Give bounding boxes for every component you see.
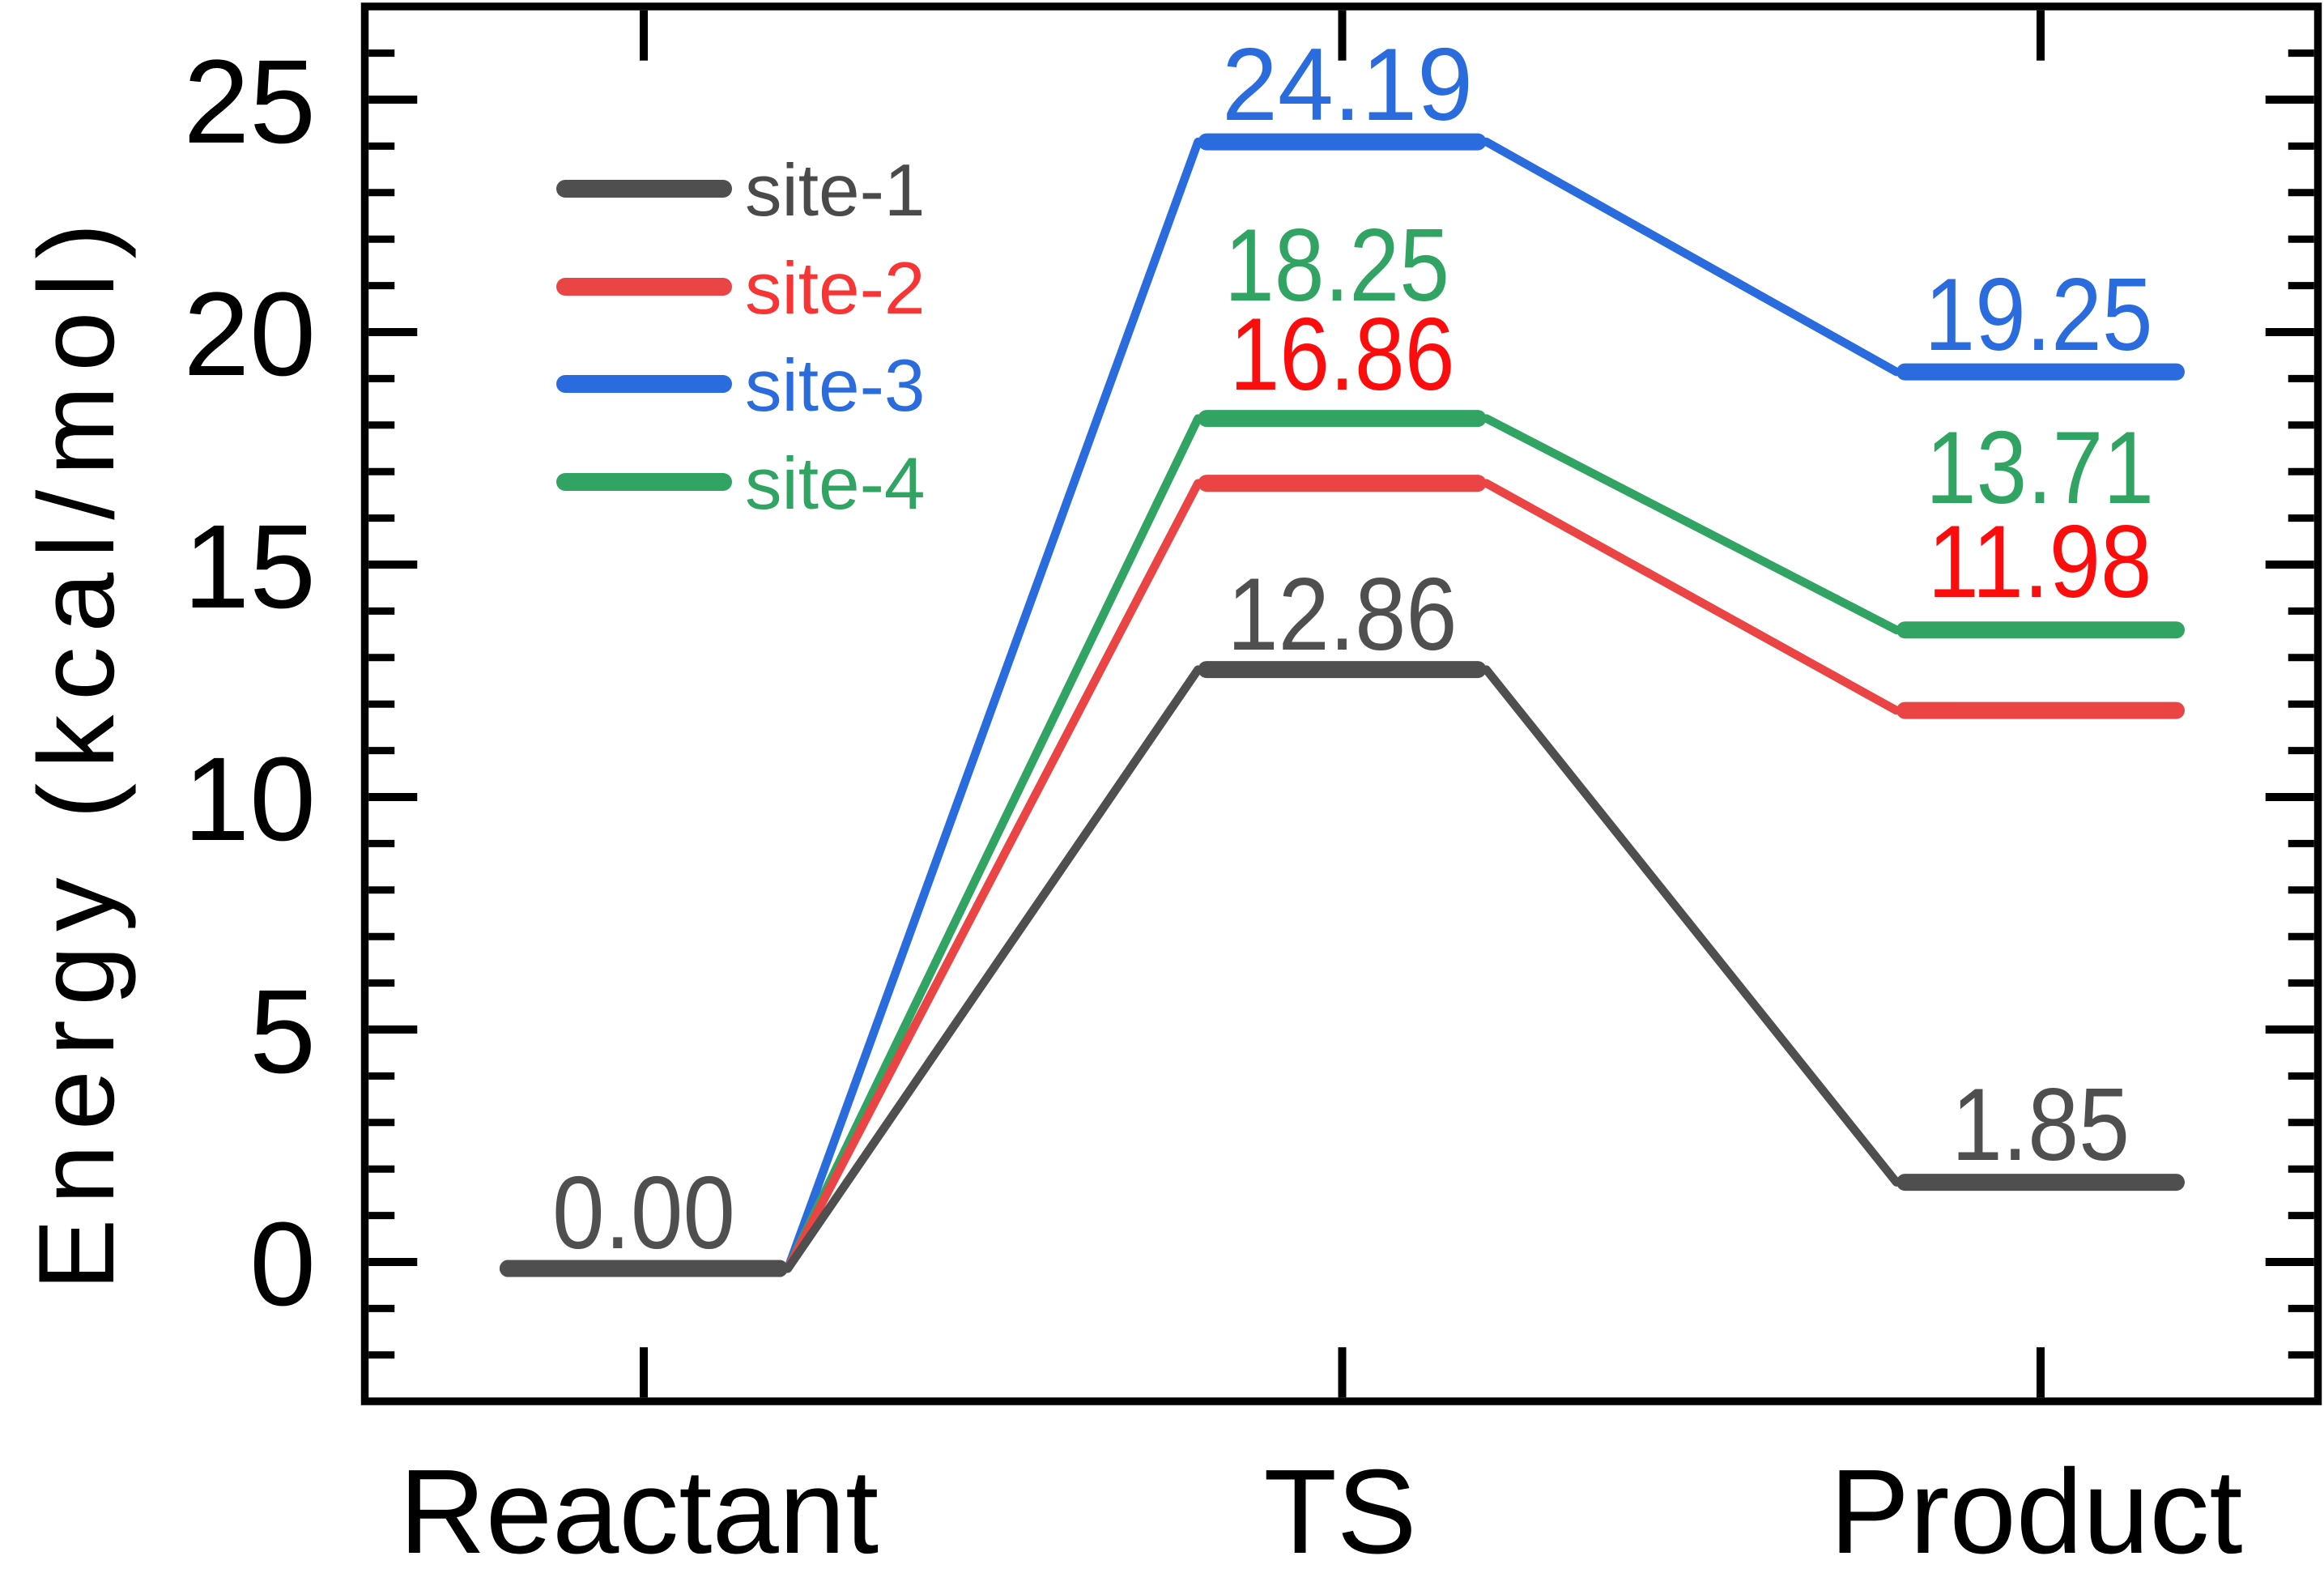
svg-text:Reactant: Reactant [399,1445,879,1579]
svg-text:25: 25 [183,36,316,168]
svg-text:18.25: 18.25 [1224,207,1449,322]
svg-text:5: 5 [249,966,316,1098]
svg-text:site-2: site-2 [745,248,926,330]
svg-text:Energy (kcal/mol): Energy (kcal/mol) [17,209,137,1291]
svg-text:0: 0 [249,1198,316,1331]
svg-text:13.71: 13.71 [1926,410,2154,525]
svg-text:16.86: 16.86 [1230,296,1455,411]
svg-text:12.86: 12.86 [1228,556,1458,671]
svg-text:site-4: site-4 [745,443,926,525]
svg-text:15: 15 [183,501,316,633]
svg-text:TS: TS [1263,1445,1416,1579]
svg-text:19.25: 19.25 [1925,257,2153,372]
svg-text:1.85: 1.85 [1952,1067,2130,1182]
svg-text:11.98: 11.98 [1928,504,2152,619]
svg-text:Product: Product [1829,1445,2242,1579]
svg-text:20: 20 [183,268,316,401]
svg-text:24.19: 24.19 [1222,27,1473,142]
svg-text:0.00: 0.00 [552,1155,735,1270]
svg-text:site-1: site-1 [745,150,926,232]
svg-text:site-3: site-3 [745,345,926,427]
svg-text:10: 10 [183,733,316,866]
